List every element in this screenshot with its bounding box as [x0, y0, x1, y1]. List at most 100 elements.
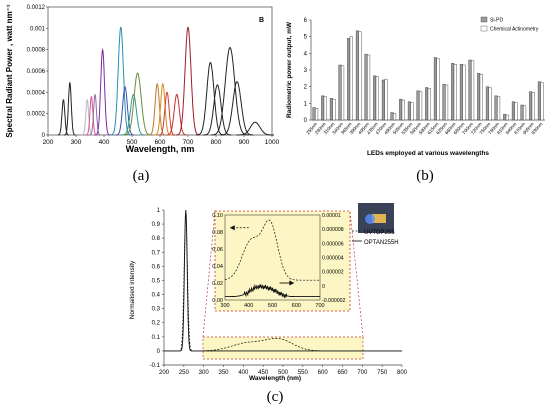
spectrum-line [236, 121, 274, 136]
inset-y-tick-label: 0.10 [212, 213, 223, 219]
bar [416, 90, 420, 121]
photo-inset [358, 203, 394, 233]
x-axis-title: Wavelength, nm [126, 144, 195, 154]
led-glow [365, 214, 375, 224]
y-tick-label: 6 [304, 18, 308, 24]
y-tick-label: 4 [304, 51, 308, 57]
y-tick-label: 0.3 [152, 307, 161, 313]
inset-y-tick-label: 0.08 [212, 230, 223, 236]
bar [381, 79, 385, 121]
y-tick-label: 0.0012 [27, 5, 46, 11]
bar [358, 31, 362, 121]
inset-x-tick-label: 500 [268, 303, 277, 309]
y-tick-label: 0.1 [152, 335, 161, 341]
x-tick-label: 450 [258, 370, 269, 376]
bar [477, 73, 481, 121]
x-tick-label: 700 [357, 370, 368, 376]
y-axis-title: Normalised intensity [129, 260, 136, 319]
x-tick-label: 650 [337, 370, 348, 376]
bar [427, 88, 431, 121]
bar [390, 112, 394, 121]
bar [384, 78, 388, 121]
bar [312, 107, 316, 121]
legend-swatch-sipd [480, 16, 488, 23]
bar [329, 98, 333, 121]
y-tick-label: 0.8 [152, 236, 161, 242]
arrow-right-head [289, 280, 295, 286]
bar [468, 59, 472, 121]
spectrum-line [94, 47, 111, 136]
y-tick-label: 1 [304, 101, 308, 107]
inset-y-tick-label: 0.00 [212, 298, 223, 304]
spectrum-line [64, 82, 76, 136]
bar [523, 105, 527, 121]
y-tick-label: 0.7 [152, 250, 161, 256]
inset-optan-line [225, 283, 320, 298]
bar [511, 101, 515, 121]
spectrum-line [166, 93, 188, 136]
bar [540, 82, 544, 121]
inset-plot-frame [224, 214, 321, 301]
chart-panel-c: -0.1 0 0.1 0.2 0.3 0.4 0.5 0.6 0.7 0.8 0.9 1 200 250… [120, 180, 420, 407]
bar [537, 81, 541, 121]
bar [453, 63, 457, 121]
x-tick-label: 900 [239, 139, 250, 146]
spectrum-line [220, 81, 254, 136]
spectrum-line [123, 72, 152, 136]
x-tick-label: 200 [43, 139, 54, 146]
spectrum-line [154, 83, 172, 136]
inset-x-tick-label: 400 [244, 303, 253, 309]
bar [364, 53, 368, 121]
bar [347, 38, 351, 121]
inset-y2-tick-label: 0.00001 [322, 213, 341, 219]
bar [425, 87, 429, 121]
bar [529, 91, 533, 121]
inset-y-tick-label: 0.02 [212, 281, 223, 287]
bar [479, 73, 483, 121]
caption-b: (b) [416, 168, 434, 184]
bar [341, 65, 345, 121]
caption-c: (c) [267, 389, 284, 405]
zoom-connector-left [202, 210, 216, 338]
bar [407, 101, 411, 121]
bar [393, 113, 397, 121]
inset-y2-tick-label: 0.000006 [322, 241, 344, 247]
y-tick-label: 2 [304, 85, 308, 91]
spectrum-line [121, 94, 145, 136]
legend: Si-PD Chemical Actinometry [480, 16, 539, 33]
bar [485, 86, 489, 121]
bar [505, 114, 509, 121]
inset-uvtop-line [224, 219, 320, 281]
y-tick-label: 0.4 [152, 293, 161, 299]
x-tick-label: 800 [397, 370, 408, 376]
bar [321, 95, 325, 121]
bar [349, 36, 353, 121]
bar [442, 83, 446, 121]
bar [332, 98, 336, 121]
spectrum-line [164, 209, 402, 352]
x-tick-label: 750 [377, 370, 388, 376]
x-tick-label: 400 [99, 139, 110, 146]
led-board [372, 214, 386, 223]
bar [419, 91, 423, 121]
y-tick-label: 3 [304, 68, 308, 74]
bar [494, 95, 498, 121]
inset-x-tick-label: 700 [315, 303, 324, 309]
y-tick-label: 0.0006 [27, 69, 46, 75]
y-tick-label: 0.0002 [27, 112, 46, 118]
y-axis-title: Radiometric power output, mW [286, 21, 293, 118]
y-tick-label: 0.6 [152, 264, 161, 270]
spectrum-line [57, 99, 69, 136]
bar [315, 108, 319, 121]
highlight-region [202, 336, 364, 360]
y-tick-label: 1 [157, 208, 161, 214]
bar [445, 84, 449, 121]
bar [488, 87, 492, 121]
bar [373, 75, 377, 121]
x-axis-title: Wavelength (nm) [249, 375, 301, 382]
bar [338, 64, 342, 121]
inset-y2-tick-label: 0.000002 [322, 270, 344, 276]
legend-label-optan: OPTAN255H [364, 240, 399, 246]
y-tick-label: 0 [157, 349, 161, 355]
